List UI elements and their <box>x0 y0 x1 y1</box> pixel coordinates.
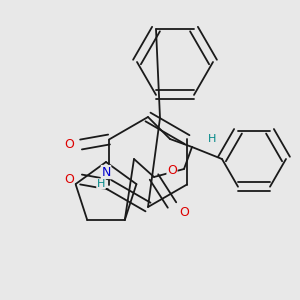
Text: O: O <box>167 164 177 178</box>
Text: H: H <box>97 179 105 189</box>
Text: H: H <box>208 134 216 144</box>
Text: N: N <box>101 166 111 178</box>
Text: O: O <box>179 206 189 220</box>
Text: O: O <box>64 138 74 151</box>
Text: O: O <box>64 173 74 186</box>
